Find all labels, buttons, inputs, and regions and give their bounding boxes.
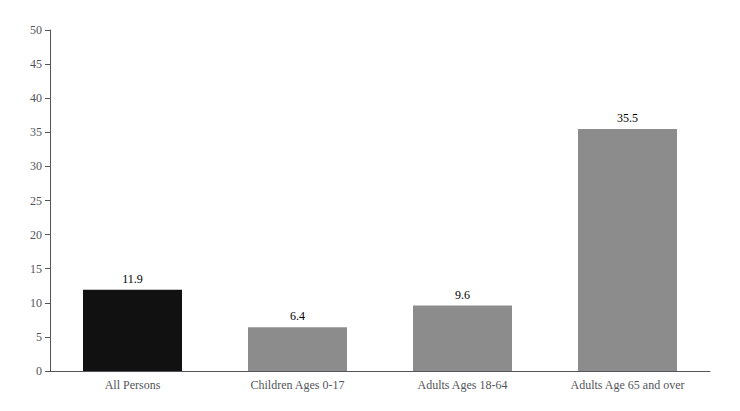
svg-text:10: 10: [30, 296, 42, 310]
svg-text:35.5: 35.5: [617, 111, 638, 125]
svg-text:11.9: 11.9: [122, 272, 143, 286]
svg-text:25: 25: [30, 194, 42, 208]
svg-text:50: 50: [30, 23, 42, 37]
svg-text:All Persons: All Persons: [105, 378, 161, 392]
svg-text:40: 40: [30, 91, 42, 105]
svg-text:0: 0: [36, 364, 42, 378]
svg-text:Adults Ages 18-64: Adults Ages 18-64: [418, 378, 508, 392]
svg-text:30: 30: [30, 159, 42, 173]
svg-text:5: 5: [36, 330, 42, 344]
svg-text:35: 35: [30, 125, 42, 139]
svg-text:Children Ages 0-17: Children Ages 0-17: [251, 378, 345, 392]
svg-text:45: 45: [30, 57, 42, 71]
svg-text:Adults Age 65 and over: Adults Age 65 and over: [571, 378, 685, 392]
svg-text:15: 15: [30, 262, 42, 276]
svg-text:20: 20: [30, 228, 42, 242]
svg-text:9.6: 9.6: [455, 288, 470, 302]
svg-text:6.4: 6.4: [290, 309, 305, 323]
